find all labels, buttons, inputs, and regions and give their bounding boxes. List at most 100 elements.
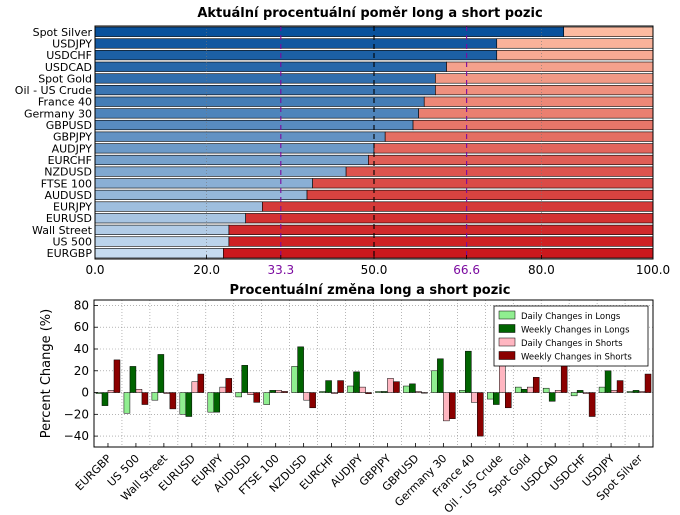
short-bar xyxy=(435,84,654,96)
change-bar xyxy=(247,392,254,395)
change-bar xyxy=(616,380,624,393)
change-bar xyxy=(179,392,187,415)
category-label: AUDJPY xyxy=(52,142,93,155)
long-bar xyxy=(94,236,230,247)
change-bar xyxy=(626,391,634,393)
change-bar xyxy=(449,392,456,419)
short-bar xyxy=(418,108,654,119)
change-bar xyxy=(403,385,410,393)
long-bar xyxy=(94,224,230,235)
change-bar xyxy=(375,391,382,393)
short-bar xyxy=(345,166,654,177)
legend-label: Weekly Changes in Shorts xyxy=(521,353,632,363)
category-label: Spot Silver xyxy=(33,26,93,39)
long-bar xyxy=(94,61,447,72)
y-tick-label: −20 xyxy=(64,407,89,421)
long-bar xyxy=(94,50,498,61)
change-bar xyxy=(113,359,121,393)
category-label: EURGBP xyxy=(73,452,115,494)
long-bar xyxy=(94,189,308,201)
x-tick-label: 20.0 xyxy=(193,263,220,277)
change-bar xyxy=(514,386,522,393)
category-label: NZDUSD xyxy=(44,166,92,179)
change-bar xyxy=(319,391,326,393)
category-label: GBPUSD xyxy=(46,119,92,132)
change-bar xyxy=(291,366,298,393)
change-bar xyxy=(151,392,159,401)
short-bar xyxy=(412,119,654,131)
plot-frame xyxy=(93,299,654,448)
short-bar xyxy=(563,26,654,37)
change-bar xyxy=(309,392,316,409)
change-bar xyxy=(542,387,550,393)
x-tick-label: 0.0 xyxy=(85,263,104,277)
category-label: Germany 30 xyxy=(24,107,92,120)
y-tick-label: 40 xyxy=(74,342,89,356)
chart1-title: Aktuální procentuální poměr long a short… xyxy=(197,6,542,21)
category-label: USDCAD xyxy=(45,61,92,74)
short-bar xyxy=(423,96,654,107)
short-bar xyxy=(496,38,654,49)
short-bar xyxy=(373,143,654,154)
change-bar xyxy=(387,378,394,393)
change-bar xyxy=(141,392,149,405)
long-bar xyxy=(94,166,347,177)
change-bar xyxy=(598,386,606,393)
change-bar xyxy=(431,370,438,393)
category-label: France 40 xyxy=(38,96,92,109)
legend-label: Daily Changes in Shorts xyxy=(521,339,623,349)
long-bar xyxy=(94,84,436,96)
change-bar xyxy=(604,370,612,393)
category-label: USDJPY xyxy=(52,37,92,50)
long-bar xyxy=(94,213,246,224)
change-bar xyxy=(520,389,528,393)
chart2-title: Procentuální změna long a short pozic xyxy=(230,283,511,298)
change-bar xyxy=(337,380,344,393)
category-label: USDCHF xyxy=(46,49,92,62)
long-bar xyxy=(94,119,414,131)
change-bar xyxy=(129,366,137,393)
change-bar xyxy=(443,392,450,422)
short-bar xyxy=(446,61,654,72)
change-bar xyxy=(576,390,584,393)
long-bar xyxy=(94,143,375,154)
long-bar xyxy=(94,201,263,212)
legend-label: Daily Changes in Longs xyxy=(521,312,621,322)
change-bar xyxy=(610,390,618,393)
y-tick-label: 80 xyxy=(74,298,89,312)
change-bar xyxy=(191,381,199,393)
category-label: EURJPY xyxy=(53,201,92,214)
change-bar xyxy=(225,378,233,393)
x-tick-label: 50.0 xyxy=(361,263,388,277)
x-tick-label: 33.3 xyxy=(267,263,294,277)
change-bar xyxy=(471,392,478,403)
change-bar xyxy=(325,380,332,393)
legend-swatch xyxy=(498,337,516,347)
change-bar xyxy=(163,392,171,394)
change-bar xyxy=(381,391,388,393)
short-bar xyxy=(384,131,654,142)
change-bar xyxy=(493,392,500,405)
short-bar xyxy=(223,248,654,259)
long-bar xyxy=(94,154,369,166)
change-bar xyxy=(107,390,115,393)
category-label: AUDUSD xyxy=(44,189,92,202)
change-bar xyxy=(263,392,270,405)
change-bar xyxy=(477,392,484,437)
category-label: EURGBP xyxy=(47,247,93,260)
y-tick-label: 60 xyxy=(74,320,89,334)
legend-swatch xyxy=(498,351,516,360)
change-bar xyxy=(526,386,534,393)
change-bar xyxy=(235,392,242,398)
change-bar xyxy=(644,373,652,393)
change-bar xyxy=(437,358,444,393)
legend-swatch xyxy=(498,310,516,320)
change-bar xyxy=(241,365,248,393)
change-bar xyxy=(393,381,400,393)
long-bar xyxy=(94,26,565,37)
legend-swatch xyxy=(498,324,516,333)
category-label: Wall Street xyxy=(32,224,93,237)
